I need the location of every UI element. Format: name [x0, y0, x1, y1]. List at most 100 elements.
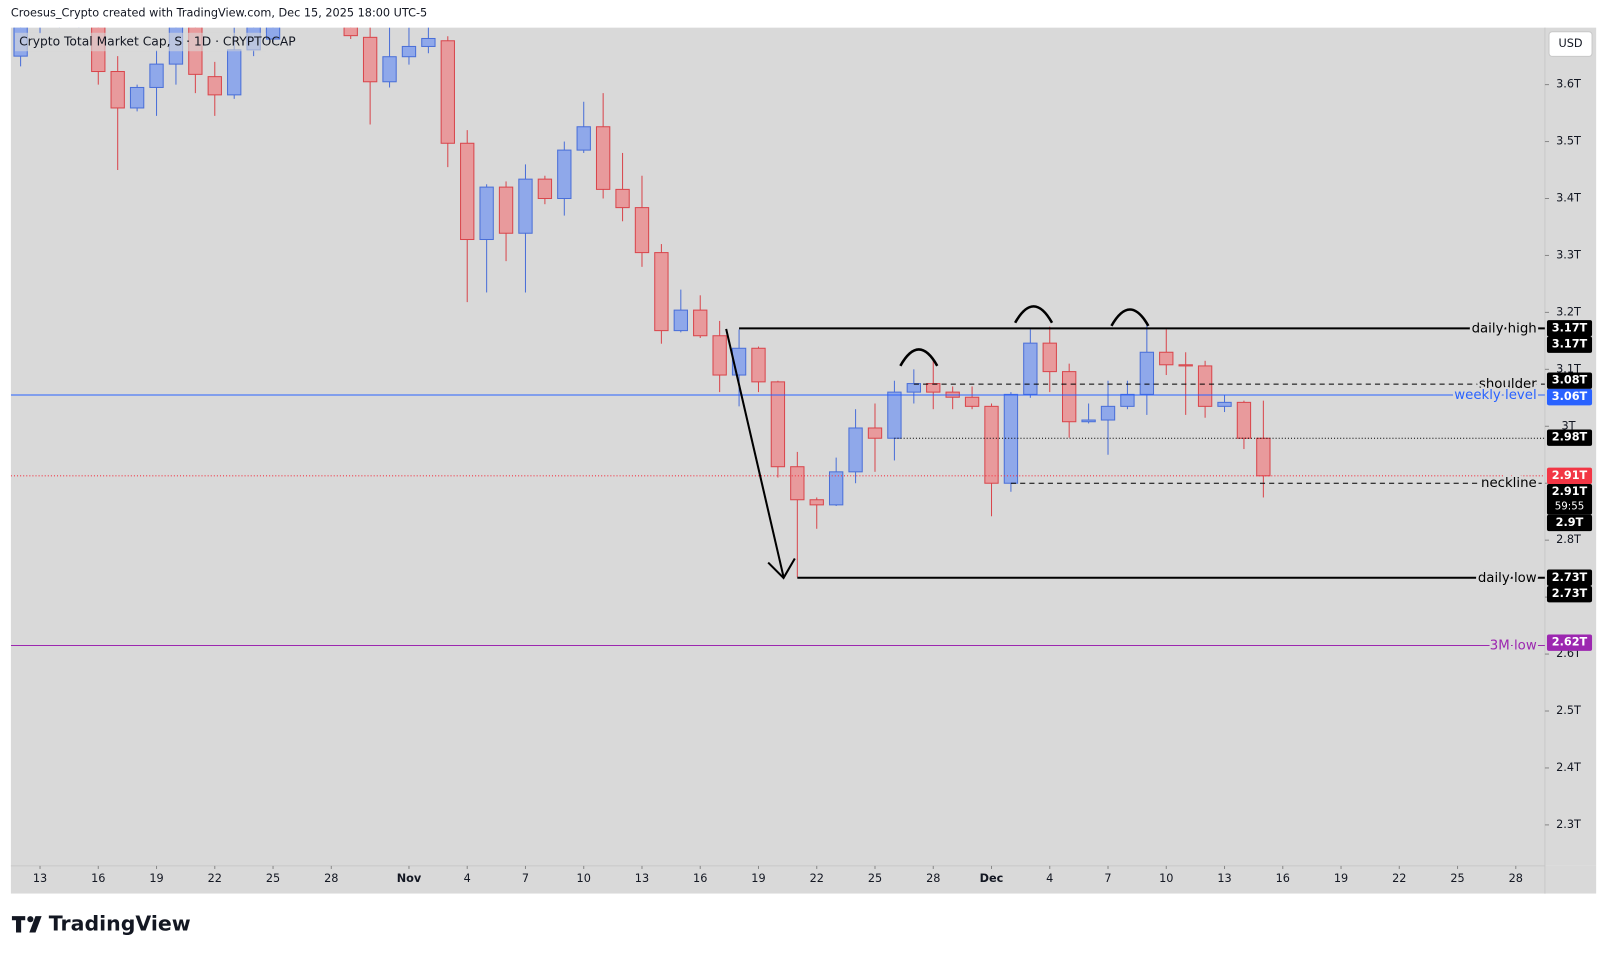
x-tick-label: 4 — [1046, 872, 1053, 885]
candle-body — [712, 335, 727, 376]
candle-body — [1236, 401, 1252, 439]
candle-body — [382, 56, 397, 83]
candle-body — [401, 45, 417, 58]
time-axis — [10, 865, 1597, 894]
candle-body — [984, 405, 999, 484]
candle-body — [1100, 405, 1116, 421]
candle-body — [207, 76, 222, 96]
candle-body — [615, 188, 630, 209]
candle-body — [770, 381, 786, 468]
candle-body — [1217, 401, 1232, 407]
candle-body — [887, 391, 902, 439]
candle-body — [809, 499, 824, 506]
price-label: 2.98T — [1552, 431, 1588, 444]
level-label: daily high — [1472, 321, 1537, 336]
candle-body — [906, 383, 922, 393]
price-label-bg — [1546, 585, 1593, 603]
head-arc — [899, 348, 939, 367]
price-label: 3.17T — [1552, 321, 1588, 334]
candle-body — [479, 186, 494, 241]
plot — [10, 0, 1545, 647]
x-tick-label: 7 — [522, 872, 529, 885]
candle-body — [693, 309, 708, 337]
candle-body — [1139, 351, 1155, 395]
candle-body — [654, 252, 669, 332]
arrow-head — [767, 557, 796, 580]
candle-body — [1023, 342, 1038, 395]
x-tick-label: 28 — [324, 872, 338, 885]
price-label-bg — [1546, 484, 1593, 515]
currency[interactable]: USD — [1558, 37, 1582, 50]
candle-body — [926, 383, 941, 393]
legend-title: Crypto Total Market Cap, S · 1D · CRYPTO… — [19, 35, 296, 49]
x-tick-label: 13 — [635, 872, 649, 885]
footer-logo: TradingView — [11, 911, 191, 935]
candle-body — [595, 126, 611, 190]
x-tick-label: 16 — [1276, 872, 1290, 885]
candle-body — [1159, 351, 1174, 366]
y-tick-label: 3T — [1561, 419, 1575, 432]
footer-logo-text: TradingView — [49, 911, 191, 935]
candle-body — [673, 309, 688, 332]
y-tick-label: 3.4T — [1556, 192, 1581, 205]
candle-body — [265, 27, 281, 40]
x-tick-label: 19 — [751, 872, 765, 885]
price-label: 2.73T — [1552, 571, 1588, 584]
currency-button[interactable] — [1548, 31, 1593, 57]
head-arc — [1014, 305, 1054, 324]
level-label: 3M low — [1490, 639, 1537, 654]
x-tick-label: 28 — [1509, 872, 1523, 885]
y-tick-label: 3.6T — [1556, 78, 1581, 91]
price-label-bg — [1546, 467, 1593, 485]
y-tick-label: 2.5T — [1556, 704, 1581, 717]
price-label: 2.91T — [1552, 485, 1588, 498]
y-tick-label: 3.1T — [1556, 362, 1581, 375]
y-tick-label: 3.2T — [1556, 305, 1581, 318]
candle-body — [129, 86, 145, 109]
head-arc — [1110, 308, 1150, 327]
candle-body — [110, 71, 125, 109]
price-label-bg — [1546, 388, 1593, 406]
y-tick-label: 3.3T — [1556, 248, 1581, 261]
candle-body — [557, 149, 572, 200]
price-label: 2.91T — [1552, 469, 1588, 482]
candle-body — [867, 427, 883, 439]
price-axis — [1544, 27, 1597, 866]
candle-body — [1003, 393, 1019, 484]
candle-body — [440, 40, 455, 144]
x-tick-label: 16 — [91, 872, 105, 885]
x-tick-label: 22 — [810, 872, 824, 885]
price-label-bg — [1546, 336, 1593, 353]
x-tick-label: 13 — [33, 872, 47, 885]
price-label: 2.73T — [1552, 587, 1588, 600]
header-text: Croesus_Crypto created with TradingView.… — [11, 6, 427, 19]
x-tick-label: 16 — [693, 872, 707, 885]
candle-body — [576, 126, 591, 151]
candle-body — [537, 178, 553, 200]
candle-body — [227, 49, 242, 96]
candle-body — [343, 27, 358, 37]
x-tick-label: 10 — [577, 872, 591, 885]
y-tick-label: 2.8T — [1556, 533, 1581, 546]
candle-body — [964, 396, 980, 407]
price-label-bg — [1546, 634, 1593, 651]
x-tick-label: 22 — [208, 872, 222, 885]
candle-body — [362, 36, 378, 83]
x-tick-label: 10 — [1159, 872, 1173, 885]
y-tick-label: 3.5T — [1556, 135, 1581, 148]
price-label-bg — [1546, 514, 1593, 532]
y-tick-label: 2.3T — [1556, 818, 1581, 831]
logo-icon — [11, 916, 26, 933]
candle-body — [1256, 437, 1271, 477]
price-label: 2.9T — [1556, 516, 1584, 529]
candle-body — [460, 142, 475, 241]
candle-body — [828, 471, 844, 506]
candle-body — [149, 63, 164, 88]
price-label: 2.62T — [1552, 636, 1588, 649]
candle-body — [1042, 342, 1057, 373]
price-label-bg — [1546, 372, 1593, 389]
candle-body — [53, 0, 66, 5]
level-label: daily low — [1478, 571, 1537, 586]
